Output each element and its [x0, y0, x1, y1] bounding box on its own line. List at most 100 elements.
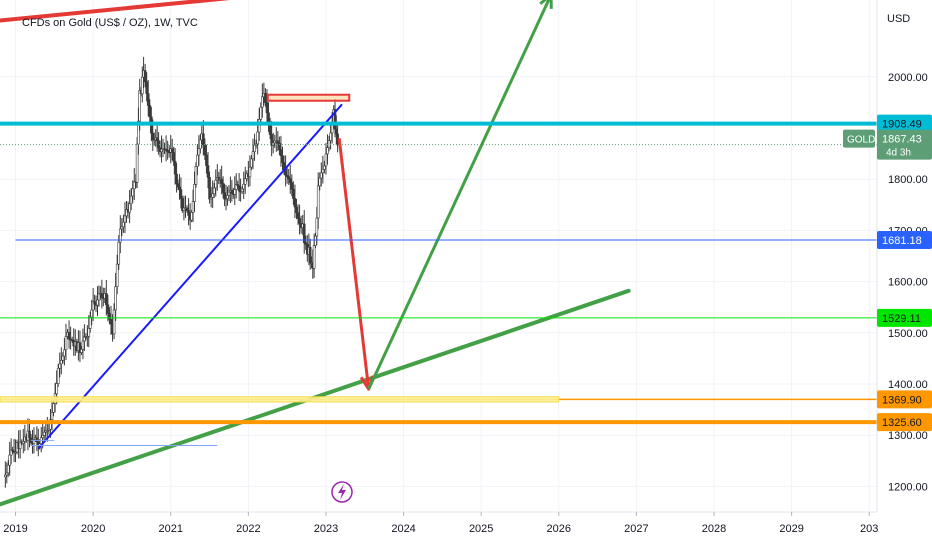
x-tick-label: 2028: [702, 523, 726, 535]
candle-body: [118, 228, 122, 243]
time-axis[interactable]: 2019 2020 2021 2022 2023 2024 2025 2026 2027 2028…: [3, 512, 878, 535]
countdown-text: 4d 3h: [886, 148, 911, 159]
candle-body: [321, 168, 325, 174]
candle-body: [259, 106, 263, 120]
y-tick-label: 1600.00: [888, 277, 928, 289]
candle-body: [292, 189, 295, 199]
candle-body: [220, 178, 223, 184]
candle-body: [206, 165, 210, 178]
candle-body: [190, 212, 193, 221]
support-zone[interactable]: [0, 396, 560, 403]
candle-body: [197, 148, 201, 156]
trendline[interactable]: [0, 0, 419, 23]
arrow-line[interactable]: [337, 138, 371, 390]
candle-body: [41, 435, 44, 438]
candle-body: [52, 403, 55, 413]
candle-body: [261, 96, 264, 108]
grid-lines: [0, 0, 877, 512]
symbol-tag: GOLD: [847, 135, 875, 146]
candle-body: [295, 206, 298, 214]
candle-body: [296, 212, 300, 219]
candle-body: [226, 195, 229, 200]
candle-body: [329, 132, 332, 141]
candle-body: [243, 178, 247, 185]
candle-body: [278, 142, 281, 150]
candle-body: [279, 149, 283, 157]
candle-body: [285, 174, 289, 177]
candle-body: [5, 472, 9, 476]
candle-body: [55, 383, 58, 395]
candle-body: [318, 177, 322, 187]
candle-body: [143, 70, 147, 83]
candle-body: [60, 359, 63, 365]
price-label-text: 1908.49: [882, 119, 922, 131]
y-tick-label: 1800.00: [888, 174, 928, 186]
arrow-head: [539, 0, 553, 9]
candle-body: [172, 152, 175, 162]
x-tick-label: 2029: [779, 523, 803, 535]
candle-body: [135, 143, 139, 183]
candle-body: [298, 218, 301, 224]
candle-body: [251, 151, 255, 160]
x-tick-label: 2027: [624, 523, 648, 535]
candle-body: [114, 286, 117, 311]
candle-body: [105, 293, 108, 306]
candle-body: [179, 189, 183, 199]
candle-body: [250, 158, 253, 168]
x-tick-label: 2024: [391, 523, 415, 535]
candle-body: [138, 90, 141, 122]
candle-body: [205, 154, 208, 166]
trendline[interactable]: [37, 103, 343, 449]
x-tick-label: 2023: [314, 523, 338, 535]
resistance-box[interactable]: [266, 93, 351, 102]
price-label-bg: [877, 390, 932, 409]
candle-body: [58, 363, 62, 369]
candle-body: [290, 182, 294, 190]
candle-body: [21, 441, 25, 444]
candle-body: [316, 185, 320, 219]
candle-body: [196, 154, 199, 167]
y-tick-label: 1400.00: [888, 379, 928, 391]
candle-body: [178, 186, 181, 190]
candle-body: [233, 189, 237, 195]
candle-body: [193, 184, 196, 202]
candle-body: [288, 178, 292, 184]
candle-body: [237, 185, 241, 192]
candle-body: [257, 119, 261, 133]
candle-body: [221, 183, 225, 193]
candle-body: [67, 332, 71, 340]
candle-body: [270, 134, 273, 146]
x-tick-label: 2020: [81, 523, 105, 535]
candle-body: [6, 464, 10, 474]
x-tick-label: 2025: [469, 523, 493, 535]
y-tick-label: 1500.00: [888, 328, 928, 340]
x-tick-label: 2019: [3, 523, 27, 535]
price-label-bg: [877, 129, 932, 160]
candle-body: [81, 340, 85, 350]
y-tick-label: 1200.00: [888, 481, 928, 493]
candle-body: [64, 336, 68, 351]
candle-body: [253, 144, 256, 153]
candle-body: [327, 140, 331, 148]
price-label-bg: [877, 308, 932, 327]
candle-body: [145, 81, 148, 94]
lightning-icon[interactable]: [331, 481, 353, 503]
candle-body: [109, 319, 113, 325]
candle-body: [315, 217, 319, 237]
candle-body: [140, 76, 144, 95]
candle-body: [88, 316, 92, 329]
price-label-bg: [877, 114, 932, 133]
candle-body: [61, 355, 65, 361]
candle-body: [123, 215, 127, 223]
candle-body: [28, 430, 31, 439]
arrow-line[interactable]: [367, 0, 551, 390]
price-labels: 1908.49 1867.43 4d 3h GOLD 1681.18 1529.11 136…: [843, 114, 932, 432]
price-series: [4, 56, 339, 488]
candle-body: [151, 132, 155, 141]
candle-body: [293, 198, 297, 208]
candle-body: [276, 140, 280, 144]
price-label-text: 1325.60: [882, 417, 922, 429]
candle-body: [50, 412, 54, 421]
price-label-bg: [877, 413, 932, 432]
